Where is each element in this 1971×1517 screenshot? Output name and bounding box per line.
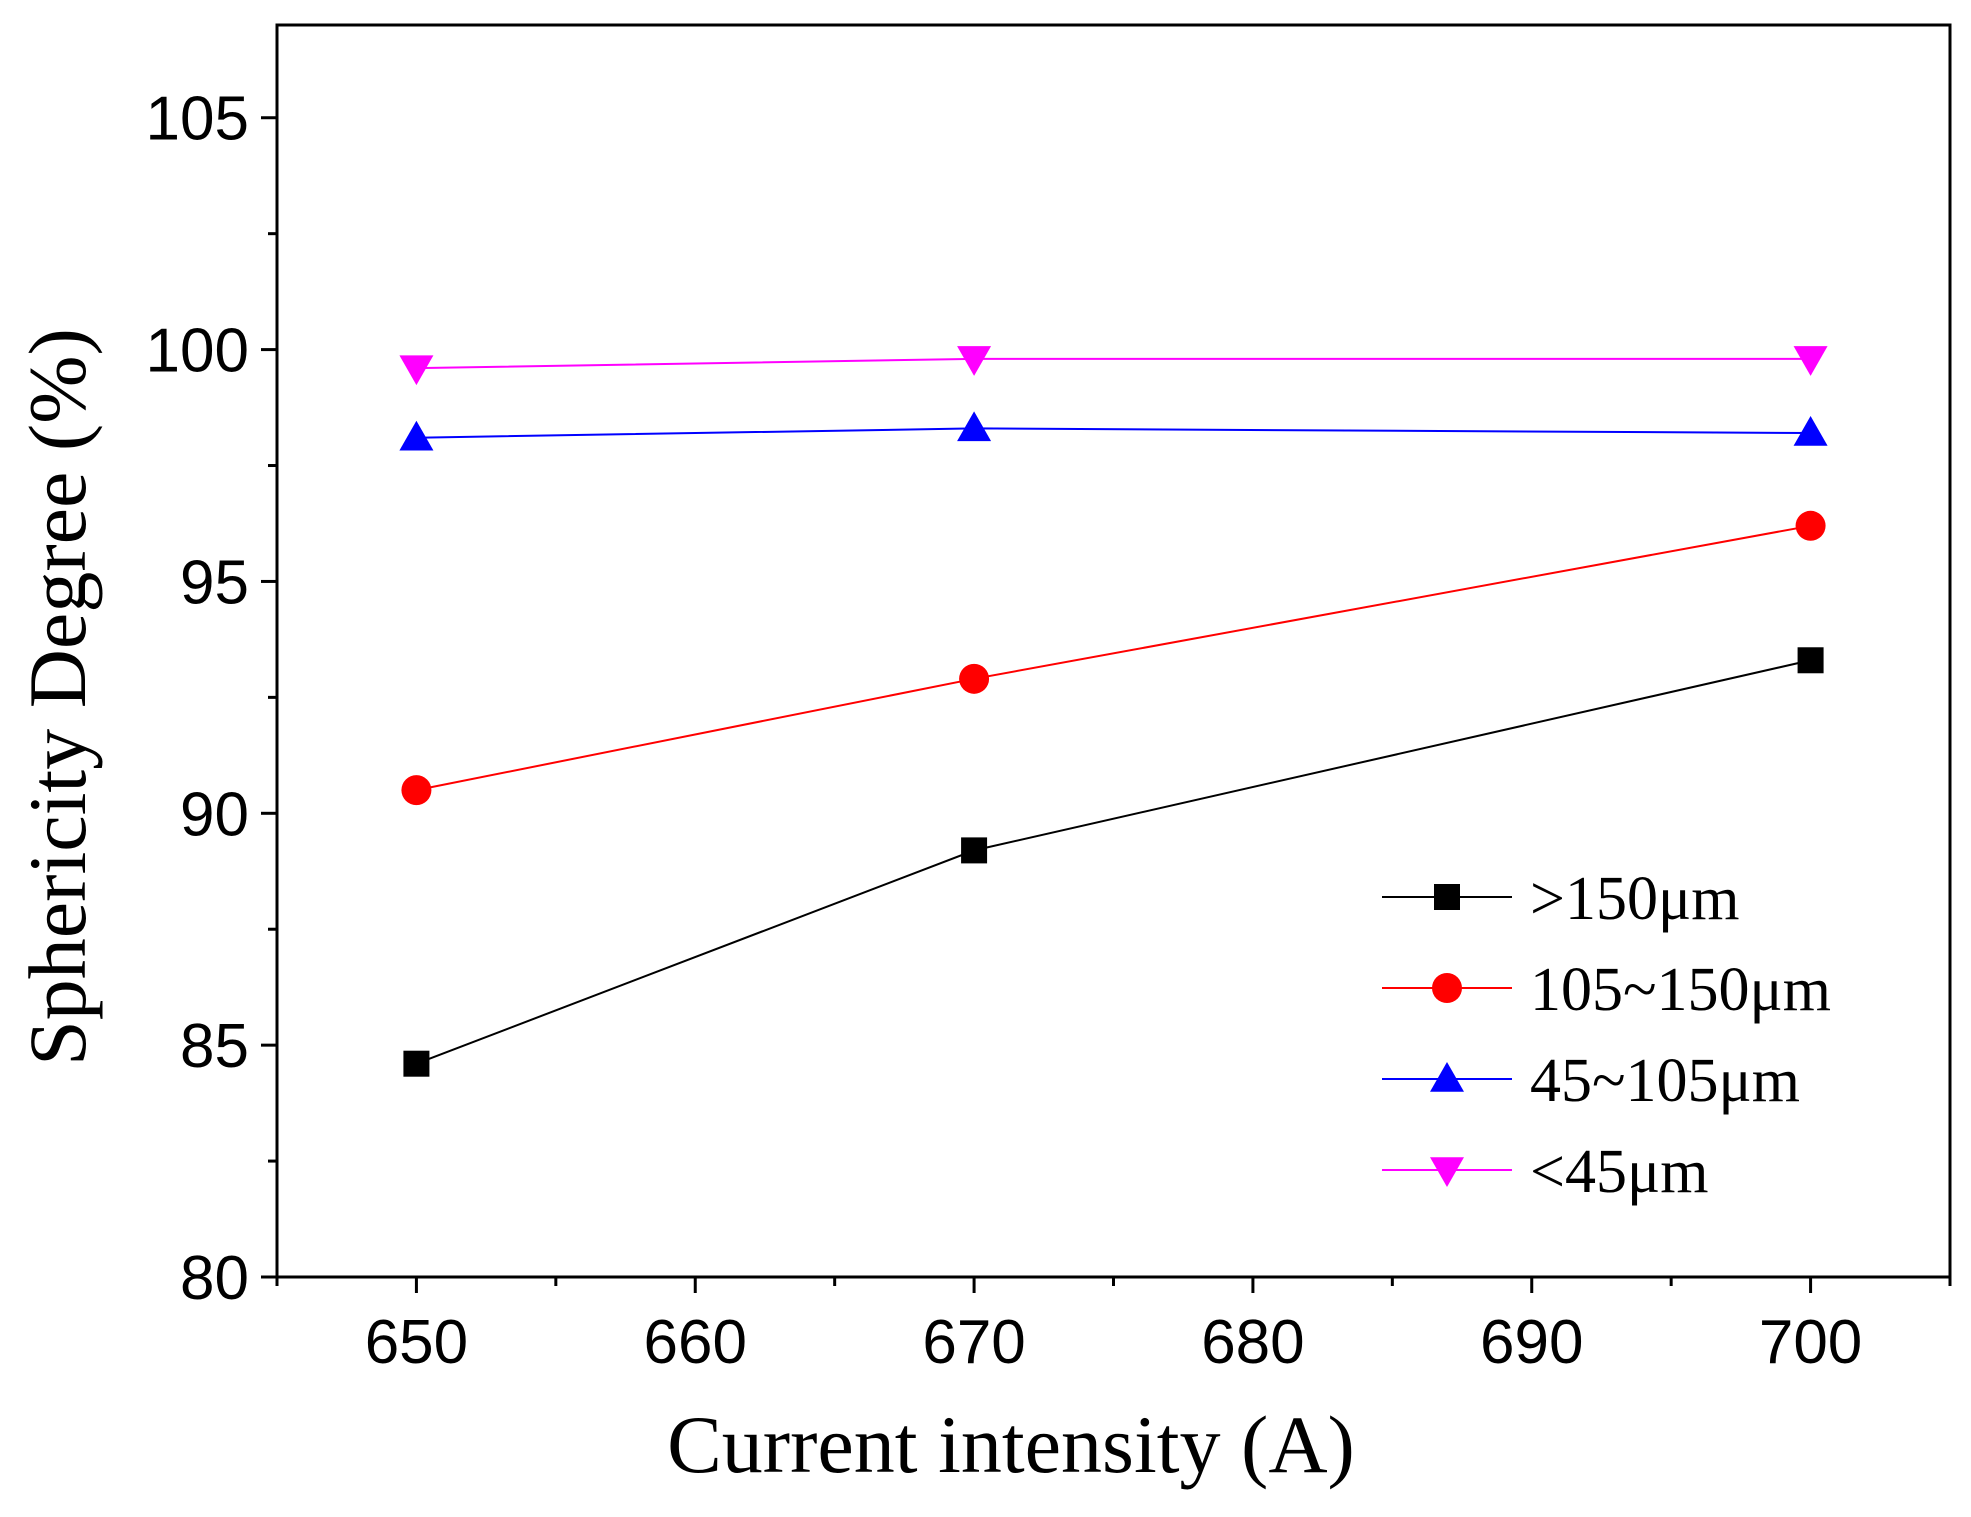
data-point-series-4: [399, 355, 434, 386]
x-tick-label: 650: [365, 1308, 468, 1377]
x-tick-label: 670: [922, 1308, 1025, 1377]
y-tick-label: 105: [146, 85, 249, 154]
legend-marker: [1434, 884, 1460, 910]
y-tick-label: 95: [180, 548, 249, 617]
x-axis-title: Current intensity (A): [667, 1399, 1355, 1490]
data-point-series-2: [401, 775, 432, 806]
legend-label: 105~150μm: [1530, 956, 1831, 1024]
x-tick-label: 690: [1480, 1308, 1583, 1377]
data-point-series-4: [1793, 346, 1828, 376]
data-point-series-1: [961, 837, 988, 864]
x-tick-label: 660: [644, 1308, 747, 1377]
legend-label: 45~105μm: [1530, 1047, 1800, 1115]
data-point-series-3: [399, 420, 434, 451]
legend-label: >150μm: [1530, 865, 1739, 933]
data-point-series-2: [1795, 510, 1826, 541]
y-tick-label: 90: [180, 780, 249, 849]
data-point-series-3: [957, 411, 992, 442]
legend-marker: [1432, 973, 1462, 1003]
data-point-series-4: [957, 346, 992, 376]
data-point-series-1: [403, 1050, 430, 1077]
data-point-series-3: [1793, 416, 1828, 446]
y-tick-label: 80: [180, 1244, 249, 1313]
y-axis-title: Sphericity Degree (%): [12, 328, 103, 1066]
data-point-series-2: [959, 663, 990, 694]
legend-label: <45μm: [1530, 1138, 1708, 1206]
legend-marker: [1430, 1062, 1464, 1092]
legend: >150μm 105~150μm 45~105μm <45μm: [1382, 865, 1831, 1206]
x-tick-label: 700: [1759, 1308, 1862, 1377]
legend-marker: [1430, 1157, 1464, 1187]
data-point-series-1: [1797, 647, 1824, 674]
x-tick-label: 680: [1201, 1308, 1304, 1377]
y-tick-label: 100: [146, 317, 249, 386]
y-tick-label: 85: [180, 1012, 249, 1081]
